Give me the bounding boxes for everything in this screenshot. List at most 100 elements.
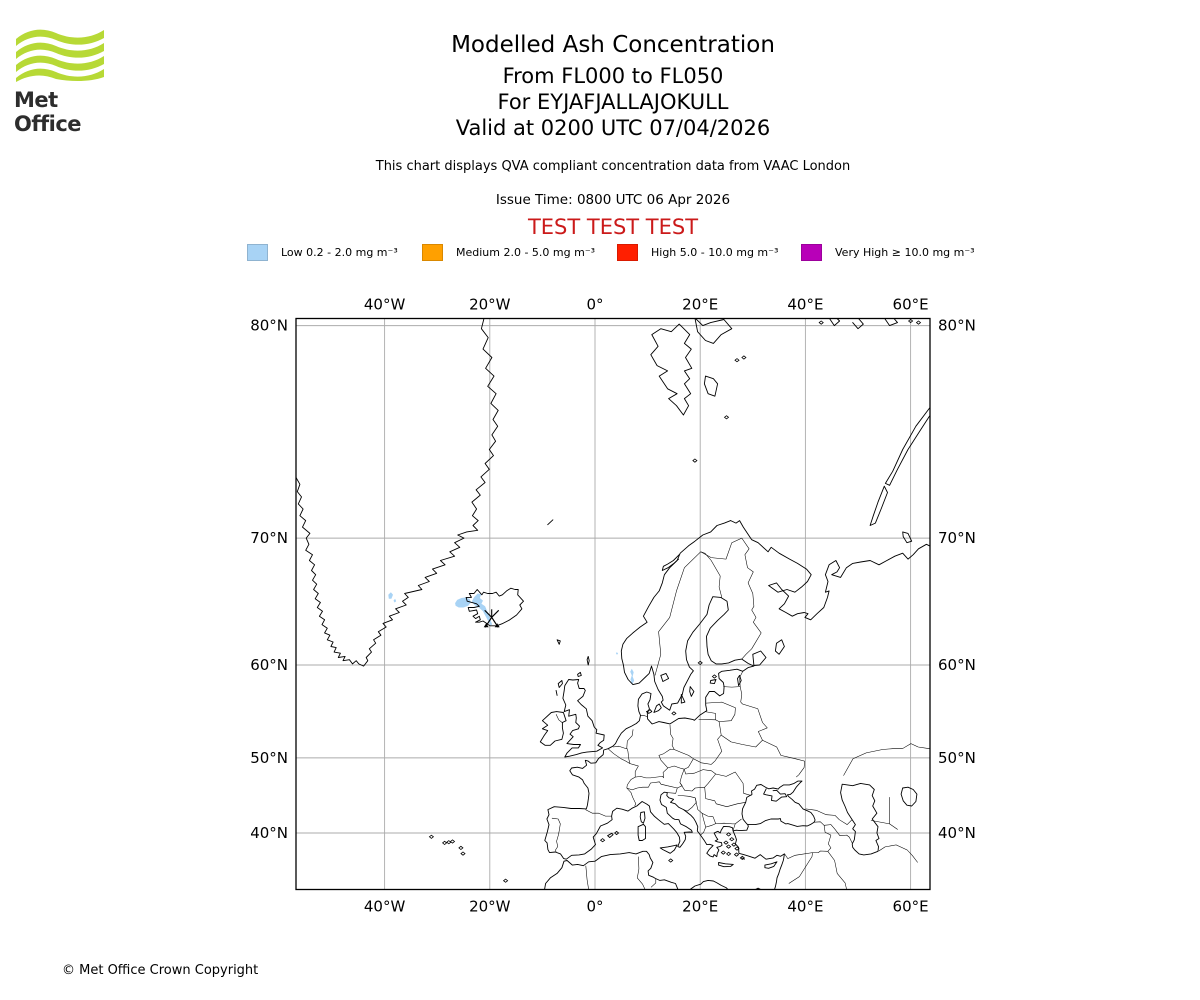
ash-patch-low <box>616 652 619 655</box>
issue-time: Issue Time: 0800 UTC 06 Apr 2026 <box>495 192 731 208</box>
island-dot <box>734 846 740 851</box>
coastline-path <box>607 832 614 838</box>
coastline-path <box>741 780 816 827</box>
ash-patch-low <box>455 597 471 608</box>
island-dot <box>720 850 726 855</box>
legend-item-low: Low 0.2 - 2.0 mg m⁻³ <box>247 243 398 261</box>
border-path <box>613 745 628 749</box>
border-path <box>658 748 675 769</box>
border-path <box>674 749 716 765</box>
border-path <box>823 825 832 852</box>
volcano-marker-icon <box>483 609 500 628</box>
map-layers <box>296 318 930 890</box>
tick-label-lat-right: 80°N <box>938 317 976 335</box>
coastline-path <box>659 844 678 854</box>
page-title: Modelled Ash Concentration <box>451 32 775 58</box>
coastline-path <box>296 318 499 667</box>
tick-label-lat-left: 60°N <box>250 656 288 674</box>
island-dot <box>711 674 718 679</box>
border-path <box>700 551 723 598</box>
coastline-path <box>774 639 785 655</box>
border-path <box>679 769 716 792</box>
ash-patch-low <box>471 593 493 626</box>
legend-swatch-low-icon <box>247 243 268 261</box>
tick-label-lon-top: 40°W <box>364 296 406 314</box>
island-dot <box>725 851 732 857</box>
ash-patches <box>388 592 635 685</box>
legend-item-very-high: Very High ≥ 10.0 mg m⁻³ <box>801 243 975 261</box>
coastline-path <box>577 671 582 677</box>
met-office-waves-icon <box>16 29 104 82</box>
tick-label-lat-left: 50°N <box>250 749 288 767</box>
border-path <box>637 856 646 890</box>
coastline-path <box>539 711 567 746</box>
border-path <box>677 795 696 799</box>
border-path <box>714 719 723 762</box>
subtitle-flight-levels: From FL000 to FL050 <box>502 64 724 88</box>
island-dot <box>739 855 745 861</box>
coastline-path <box>650 323 693 416</box>
tick-label-lon-bottom: 0° <box>586 898 603 916</box>
border-path <box>585 809 612 817</box>
coastline-path <box>646 709 653 714</box>
coastline-path <box>689 686 695 697</box>
tick-label-lon-top: 40°E <box>787 296 823 314</box>
met-office-logo-text: Met Office <box>14 88 82 136</box>
coastline-path <box>737 674 742 687</box>
coastline-path <box>637 823 646 841</box>
coastline-path <box>544 520 755 860</box>
coastline-path <box>852 318 864 330</box>
tick-label-lon-top: 0° <box>586 296 603 314</box>
island-dot <box>915 320 922 325</box>
border-path <box>669 724 675 750</box>
border-path <box>701 813 716 828</box>
island-dot <box>458 845 464 851</box>
tick-label-lon-top: 20°W <box>469 296 511 314</box>
border-path <box>739 671 744 687</box>
coastline-path <box>557 680 563 688</box>
legend-label-very-high: Very High ≥ 10.0 mg m⁻³ <box>835 245 975 259</box>
country-borders <box>551 537 930 890</box>
legend-swatch-very-high-icon <box>801 243 822 261</box>
legend-label-low: Low 0.2 - 2.0 mg m⁻³ <box>281 245 398 259</box>
met-office-logo: Met Office <box>14 26 114 136</box>
island-dot <box>729 837 735 842</box>
border-path <box>700 826 706 836</box>
island-dot <box>502 878 509 883</box>
coastline-path <box>694 318 733 344</box>
border-path <box>700 537 762 660</box>
border-path <box>626 776 637 807</box>
coastline-path <box>884 407 930 486</box>
axis-tick-labels: 40°W 40°W 20°W 20°W 0° 0° 20°E 20°E 40°E 40°E 60°E… <box>250 296 976 916</box>
tick-label-lon-bottom: 60°E <box>893 898 929 916</box>
border-path <box>667 782 683 789</box>
border-path <box>732 823 736 831</box>
coastline-path <box>703 375 719 397</box>
tick-label-lon-bottom: 20°W <box>469 898 511 916</box>
island-dot <box>428 834 435 839</box>
border-path <box>805 808 853 825</box>
border-path <box>889 797 898 830</box>
border-path <box>667 758 694 770</box>
border-path <box>705 701 736 722</box>
island-dot <box>668 858 674 863</box>
coastline-path <box>752 650 767 666</box>
tick-label-lon-bottom: 40°W <box>364 898 406 916</box>
coastline-path <box>902 531 913 544</box>
island-dot <box>449 839 456 844</box>
coastline-path <box>763 788 788 802</box>
tick-label-lon-bottom: 20°E <box>682 898 718 916</box>
coastline-path <box>709 679 717 685</box>
border-path <box>694 797 742 825</box>
tick-label-lat-right: 40°N <box>938 824 976 842</box>
coastline-path <box>544 850 679 890</box>
island-dot <box>725 832 732 837</box>
border-path <box>704 787 746 807</box>
ash-patch-low <box>393 598 397 603</box>
border-path <box>788 852 813 884</box>
ash-patch-low <box>388 592 393 599</box>
coastline-path <box>653 703 662 713</box>
coastline-path <box>869 485 888 526</box>
subtitle-valid-time: Valid at 0200 UTC 07/04/2026 <box>455 116 771 140</box>
